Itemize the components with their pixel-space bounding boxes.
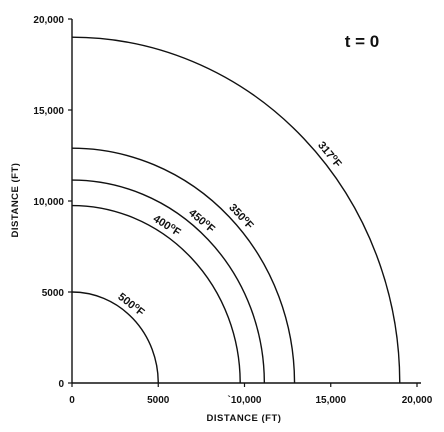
- isotherm-label: 350oF: [226, 200, 257, 232]
- axes: [71, 19, 421, 384]
- y-tick-label: 5000: [42, 288, 65, 299]
- y-axis-title: DISTANCE (FT): [10, 163, 21, 238]
- x-tick-label: 15,000: [315, 395, 346, 406]
- x-axis-ticks: 0 5000 `10,000 15,000 20,000: [69, 383, 433, 406]
- isotherm-contours: [71, 36, 401, 384]
- x-tick-label: 20,000: [402, 395, 433, 406]
- x-tick-label: `10,000: [228, 395, 262, 406]
- isotherm-350F: [71, 147, 296, 384]
- y-tick-label: 0: [58, 379, 64, 390]
- isotherm-317F: [71, 36, 401, 384]
- isotherm-label: 317oF: [315, 138, 345, 170]
- x-axis-title: DISTANCE (FT): [207, 413, 282, 424]
- isotherm-label: 450oF: [186, 205, 218, 235]
- y-tick-label: 15,000: [33, 106, 64, 117]
- isotherm-400F: [71, 204, 241, 384]
- x-tick-label: 5000: [147, 395, 170, 406]
- isotherm-label: 400oF: [151, 211, 184, 239]
- time-annotation: t = 0: [345, 32, 380, 51]
- x-tick-label: 0: [69, 395, 75, 406]
- isotherm-label: 500oF: [115, 289, 147, 319]
- isotherm-500F: [71, 291, 159, 384]
- y-axis-ticks: 0 5000 10,000 15,000 20,000: [33, 15, 72, 390]
- isotherm-450F: [71, 179, 266, 384]
- y-tick-label: 10,000: [33, 197, 64, 208]
- y-tick-label: 20,000: [33, 15, 64, 26]
